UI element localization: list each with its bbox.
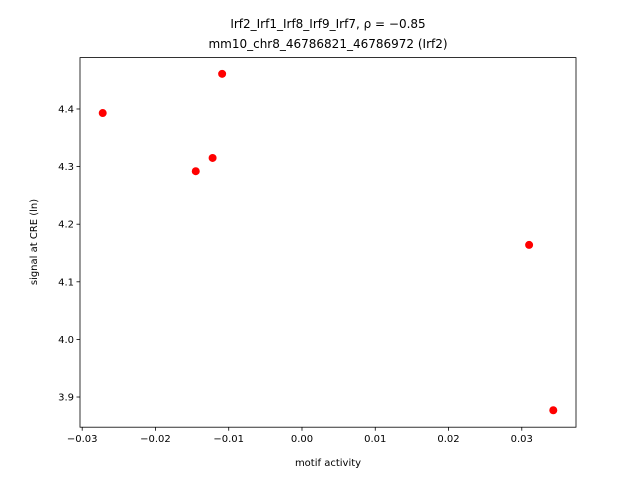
y-tick-label: 4.2	[58, 220, 74, 231]
point	[98, 109, 107, 118]
point	[208, 153, 217, 162]
x-tick-label: 0.02	[437, 434, 459, 445]
y-tick-label: 4.4	[58, 104, 74, 115]
x-tick-label: −0.03	[67, 434, 98, 445]
x-tick-label: −0.02	[140, 434, 171, 445]
point	[191, 167, 200, 176]
y-axis-label: signal at CRE (ln)	[29, 199, 40, 285]
y-tick-label: 4.3	[58, 162, 74, 173]
chart-title: Irf2_Irf1_Irf8_Irf9_Irf7, ρ = −0.85	[230, 17, 425, 31]
y-tick-label: 4.0	[58, 335, 74, 346]
point	[218, 69, 227, 78]
chart-subtitle: mm10_chr8_46786821_46786972 (Irf2)	[208, 37, 447, 51]
x-tick-label: −0.01	[213, 434, 244, 445]
x-tick-label: 0.03	[511, 434, 533, 445]
y-tick-label: 3.9	[58, 393, 74, 404]
point	[525, 240, 534, 249]
x-tick-label: 0.00	[291, 434, 313, 445]
plot-frame	[79, 57, 577, 428]
x-tick-label: 0.01	[364, 434, 386, 445]
x-axis-label: motif activity	[295, 458, 361, 469]
y-tick-label: 4.1	[58, 277, 74, 288]
point	[549, 406, 558, 415]
